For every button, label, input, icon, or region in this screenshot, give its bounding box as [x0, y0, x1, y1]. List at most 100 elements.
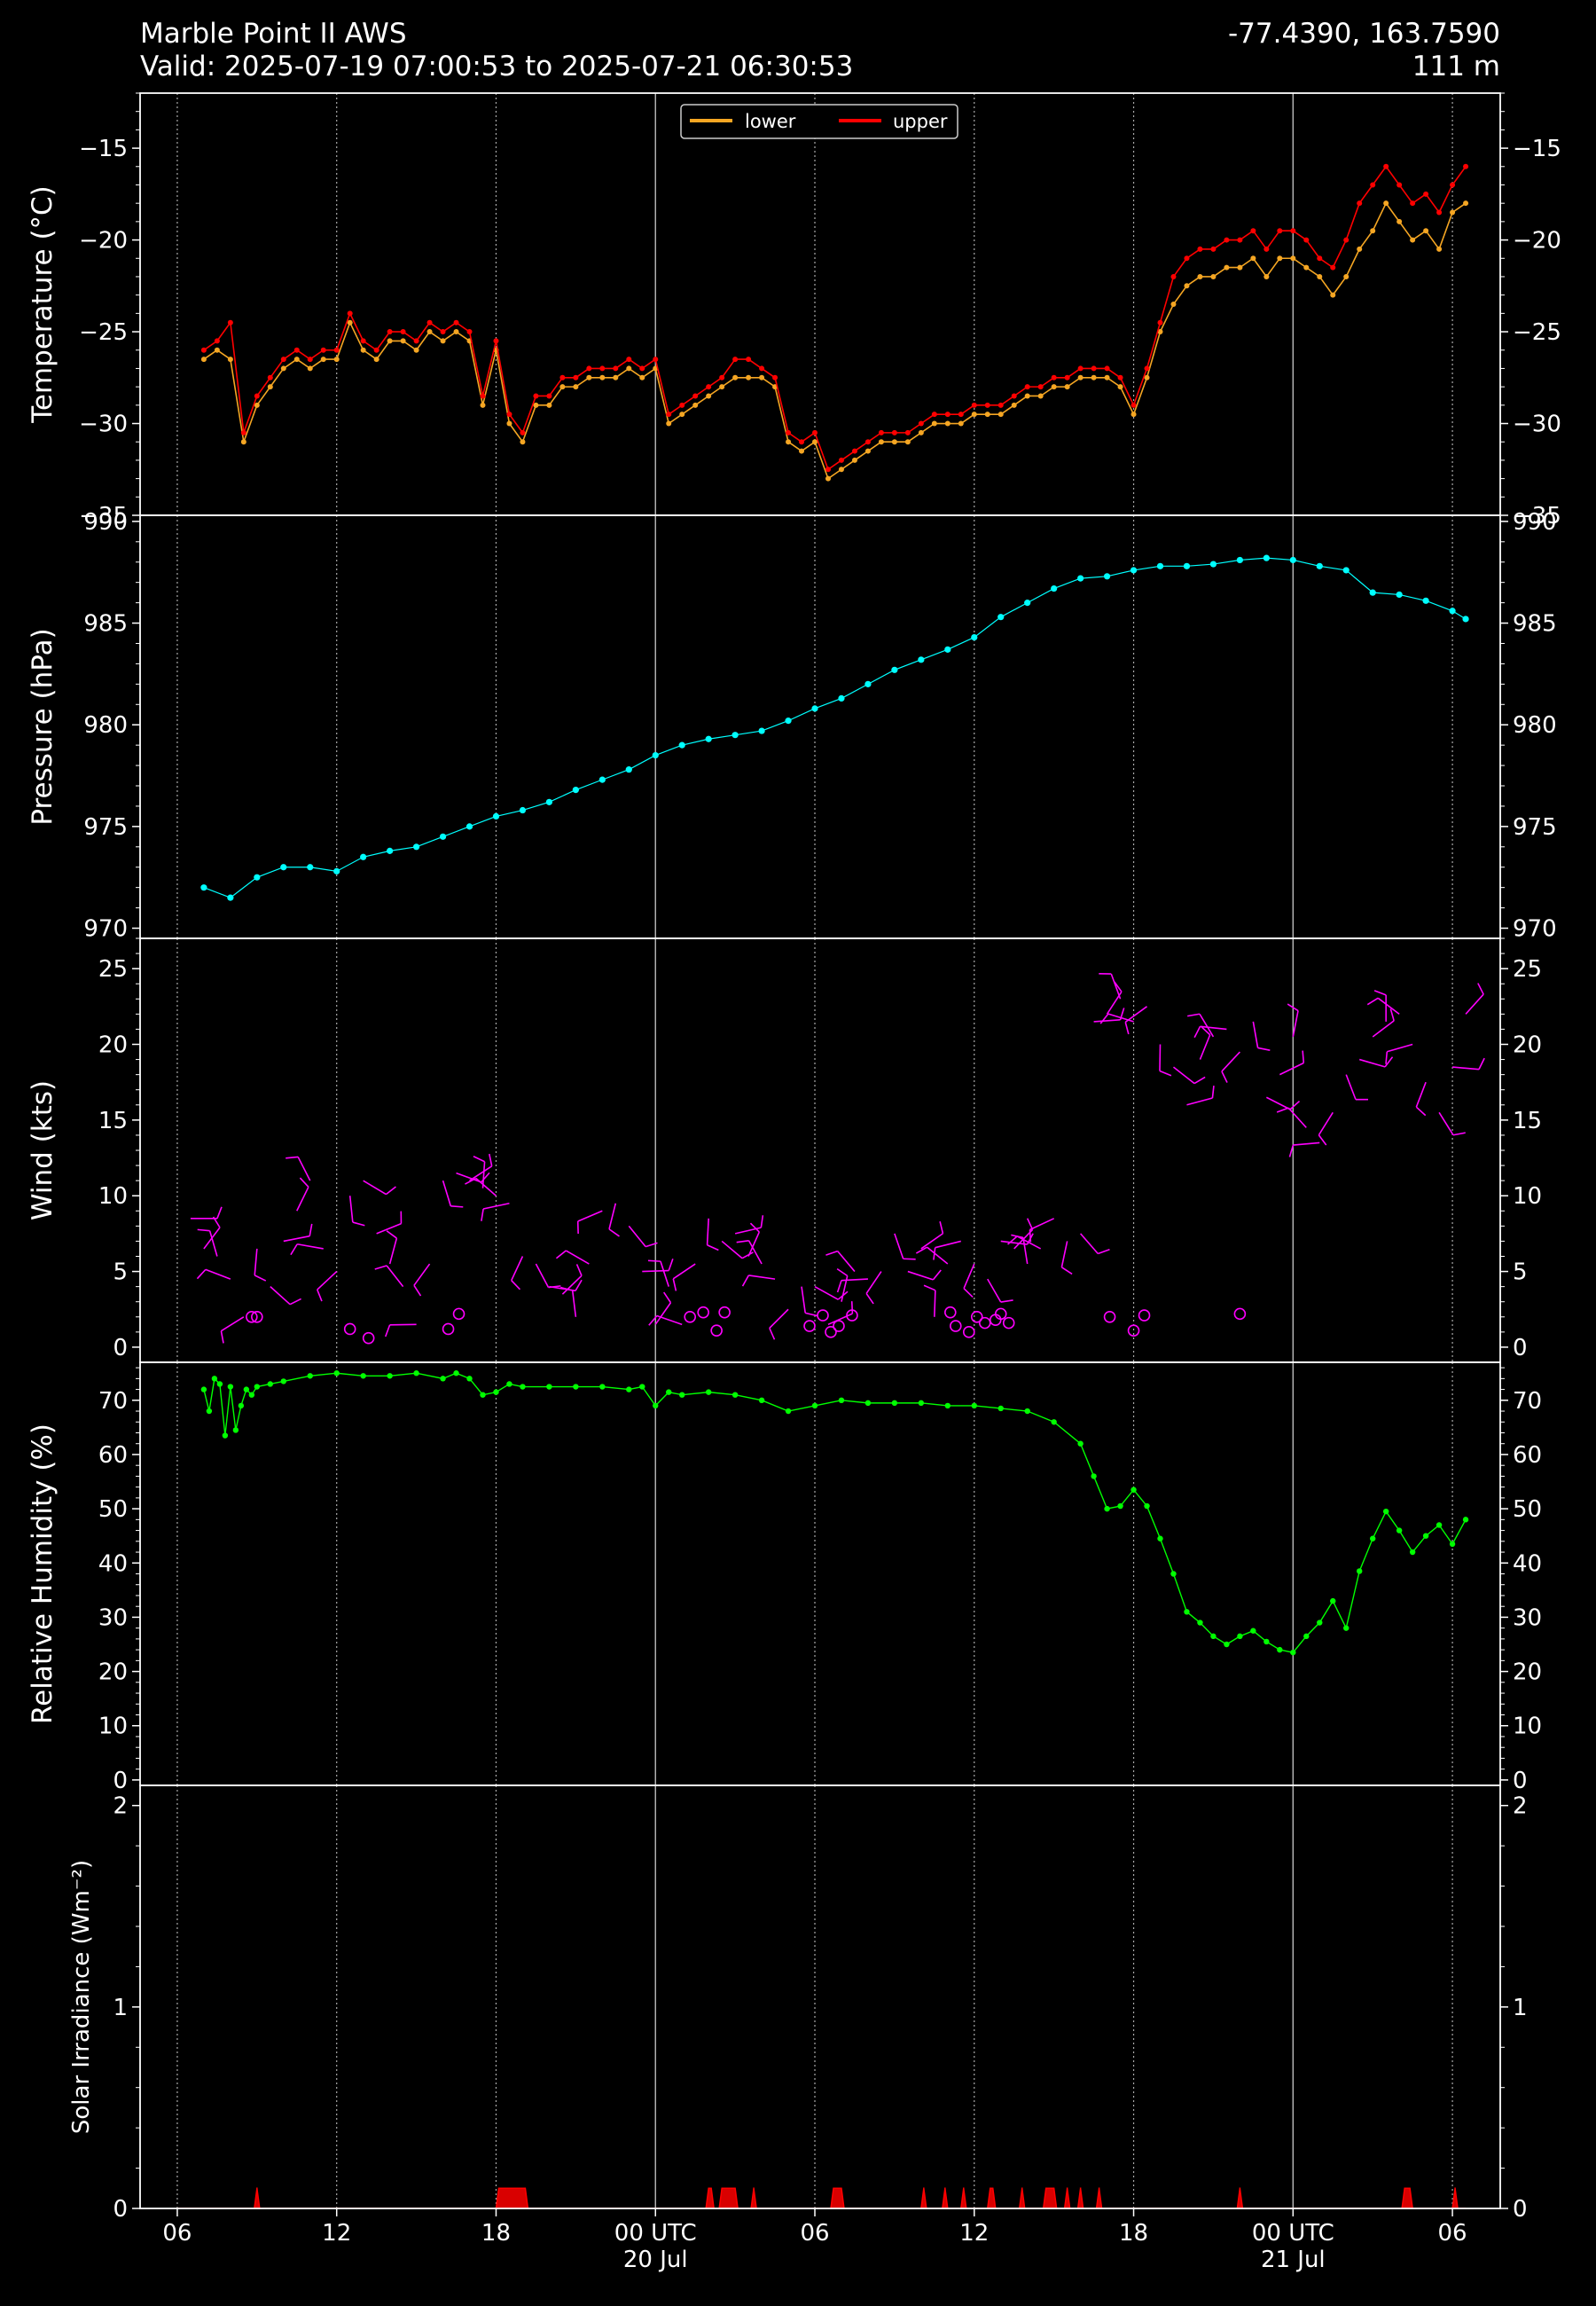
humidity-point [1130, 1486, 1137, 1493]
wind-barb-flag [1060, 1267, 1073, 1275]
wind-barb-flag [923, 1284, 936, 1291]
wind-barb [254, 1248, 258, 1275]
lower-temperature-point [666, 420, 672, 427]
humidity-point [1449, 1541, 1456, 1548]
y-tick-label: 10 [98, 1183, 128, 1210]
lower-temperature-point [1423, 228, 1429, 234]
y-tick-label: 0 [113, 1768, 128, 1794]
calm-wind-marker [684, 1310, 696, 1323]
lower-temperature-point [1197, 273, 1203, 279]
wind-barb [1318, 1111, 1334, 1136]
upper-temperature-point [333, 347, 340, 353]
upper-temperature-point [626, 357, 632, 363]
upper-temperature-point [759, 365, 765, 372]
y-tick-label: 10 [1513, 1714, 1542, 1740]
lower-temperature-point [293, 357, 300, 363]
lower-temperature-point [1051, 384, 1057, 390]
pressure-point [598, 776, 606, 783]
y-tick-label: 15 [98, 1108, 128, 1134]
wind-barb [270, 1286, 291, 1306]
wind-barb-flag [850, 1301, 854, 1314]
panel-frame [139, 1784, 1501, 2209]
upper-temperature-point [1290, 228, 1296, 234]
humidity-point [639, 1384, 645, 1390]
wind-barb [1358, 1058, 1386, 1068]
y-tick-label: 50 [98, 1496, 128, 1523]
wind-barb-flag [1000, 1299, 1013, 1303]
wind-barb-flag [1124, 1022, 1130, 1035]
pressure-data [200, 554, 1469, 901]
upper-temperature-point [599, 365, 606, 372]
calm-wind-marker [1002, 1316, 1015, 1329]
humidity-point [453, 1370, 459, 1377]
lower-temperature-point [1396, 218, 1403, 224]
wind-barb-flag [647, 1259, 661, 1262]
y-tick-label: 0 [1513, 1768, 1528, 1794]
calm-wind-marker [343, 1322, 356, 1336]
lower-temperature-point [480, 402, 486, 408]
humidity-point [1369, 1535, 1376, 1541]
lower-temperature-point [864, 448, 871, 454]
x-tick-label: 06 [1438, 2220, 1467, 2247]
lower-temperature-point [1237, 264, 1243, 271]
humidity-point [206, 1408, 213, 1415]
humidity-point [573, 1384, 579, 1390]
lower-temperature-point [320, 357, 326, 363]
calm-wind-marker [1127, 1324, 1140, 1337]
calm-wind-marker [978, 1316, 991, 1329]
wind-barb-flag [707, 1244, 719, 1251]
pressure-point [1156, 562, 1164, 569]
y-tick-label: 980 [83, 712, 128, 739]
humidity-point [506, 1381, 512, 1387]
solar-pulse [942, 2187, 949, 2208]
wind-barb [1287, 1107, 1307, 1128]
lower-temperature-point [573, 384, 579, 390]
wind-barb-flag [1287, 1003, 1299, 1012]
humidity-point [200, 1386, 207, 1392]
upper-temperature-point [1104, 365, 1110, 372]
upper-temperature-point [772, 374, 778, 380]
wind-barb-flag [413, 1284, 422, 1297]
humidity-point [238, 1402, 245, 1409]
y-axis-label: Solar Irradiance (Wm⁻²) [68, 1860, 95, 2134]
lower-temperature-point [347, 319, 353, 326]
pressure-point [705, 735, 712, 742]
wind-barb-flag [963, 1288, 974, 1298]
upper-temperature-point [506, 412, 512, 418]
wind-barb-flag [559, 1286, 573, 1291]
wind-barb-flag [836, 1267, 849, 1277]
y-tick-label: 15 [1513, 1108, 1542, 1134]
lower-temperature-point [1144, 374, 1150, 380]
pressure-point [758, 727, 765, 734]
wind-barb [376, 1222, 402, 1235]
lower-temperature-point [453, 329, 459, 335]
wind-barb-flag [648, 1315, 658, 1326]
humidity-point [1409, 1549, 1416, 1556]
lower-temperature-point [812, 439, 818, 445]
wind-barb-flag [1389, 1008, 1395, 1022]
y-tick-label: 20 [1513, 1659, 1542, 1686]
upper-temperature-point [1210, 246, 1217, 252]
pressure-point [360, 853, 367, 860]
humidity-point [280, 1378, 286, 1384]
upper-temperature-point [1091, 365, 1097, 372]
y-tick-label: −15 [79, 136, 128, 162]
lower-temperature-point [520, 439, 526, 445]
humidity-point [1277, 1646, 1283, 1653]
wind-barb [748, 1275, 776, 1280]
lower-temperature-point [918, 429, 924, 435]
lower-temperature-point [639, 374, 645, 380]
lower-temperature-point [984, 412, 990, 418]
chart-title-right: -77.4390, 163.7590 111 m [1228, 18, 1500, 83]
y-tick-label: 970 [83, 916, 128, 943]
pressure-point [1051, 584, 1058, 592]
legend-upper-label: upper [893, 111, 948, 132]
wind-barb-flag [1187, 1013, 1201, 1017]
wind-barb-flag [1007, 1235, 1018, 1245]
y-tick-label: 30 [1513, 1604, 1542, 1631]
wind-barb-flag [385, 1186, 396, 1196]
upper-temperature-point [786, 429, 792, 435]
humidity-line [203, 1372, 1467, 1653]
pressure-point [466, 823, 473, 830]
wind-barb [1438, 1111, 1454, 1136]
